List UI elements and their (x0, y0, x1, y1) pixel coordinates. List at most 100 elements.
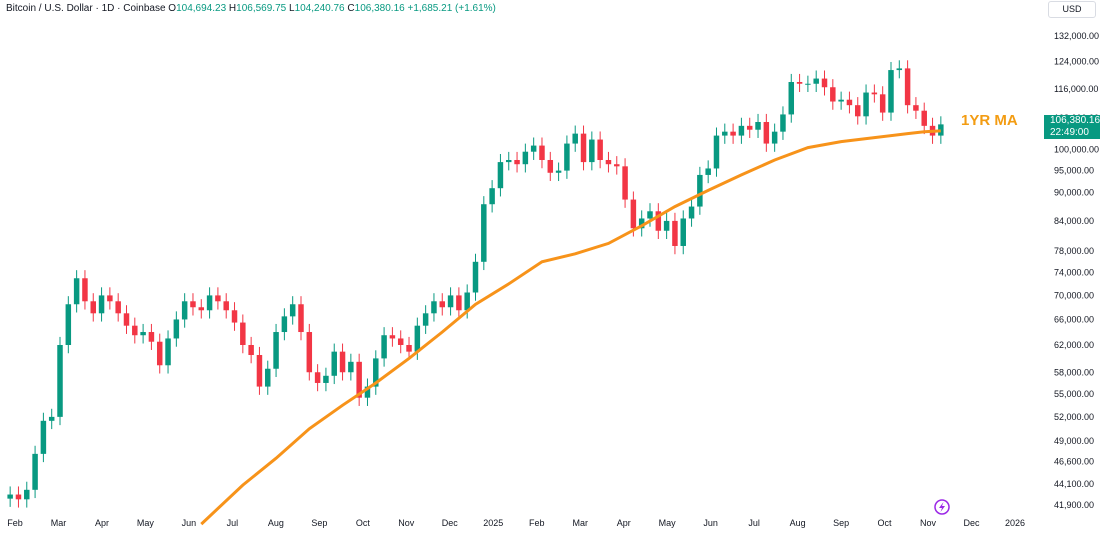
candle (564, 143, 570, 171)
candle (796, 82, 803, 84)
x-tick-label: Apr (95, 518, 109, 528)
candle (921, 110, 927, 126)
y-axis[interactable]: 132,000.00124,000.00116,000.00108,000.00… (1054, 31, 1099, 510)
y-tick-label: 58,000.00 (1054, 367, 1094, 377)
candle (439, 301, 446, 308)
x-axis[interactable]: Feb Mar Apr May Jun Jul Aug Sep Oct Nov Dec 2025 Feb… (7, 518, 1025, 528)
candle (40, 420, 47, 454)
candle (913, 105, 919, 111)
candle (240, 322, 246, 345)
candle (638, 218, 645, 229)
candle (755, 122, 761, 130)
x-tick-label: May (137, 518, 155, 528)
x-tick-label: Sep (311, 518, 327, 528)
candle (597, 139, 603, 160)
x-tick-label: Dec (964, 518, 981, 528)
symbol-label[interactable]: Bitcoin / U.S. Dollar · 1D · Coinbase (6, 3, 166, 14)
open-value: 104,694.23 (176, 3, 227, 14)
candle (580, 133, 587, 163)
candle (381, 335, 387, 359)
candle (871, 92, 878, 95)
y-tick-label: 49,000.00 (1054, 436, 1094, 446)
candle (855, 105, 861, 117)
x-tick-label: Oct (356, 518, 371, 528)
lightning-icon[interactable] (934, 499, 950, 515)
candle (256, 355, 263, 387)
candle (65, 304, 72, 345)
candle (472, 261, 479, 293)
x-tick-label: Jun (182, 518, 197, 528)
x-tick-label: 2026 (1005, 518, 1025, 528)
candle (90, 301, 96, 314)
y-tick-label: 78,000.00 (1054, 246, 1094, 256)
candle (339, 351, 346, 373)
candle (265, 368, 271, 387)
candlestick-series (7, 60, 944, 508)
x-tick-label: Apr (617, 518, 631, 528)
candle (464, 292, 470, 311)
y-tick-label: 44,100.00 (1054, 479, 1094, 489)
candle (48, 416, 55, 421)
candle (821, 78, 828, 88)
candle (215, 295, 221, 302)
candle (647, 211, 653, 219)
candle (730, 131, 736, 136)
candle (7, 494, 13, 499)
candle (630, 199, 637, 229)
candle (738, 125, 745, 136)
candle (622, 166, 628, 200)
candle (198, 307, 205, 311)
y-tick-label: 84,000.00 (1054, 216, 1094, 226)
y-tick-label: 66,000.00 (1054, 314, 1094, 324)
x-tick-label: Dec (442, 518, 459, 528)
candle (98, 295, 105, 314)
candle (422, 313, 429, 326)
candle (348, 361, 354, 373)
candle (298, 304, 304, 333)
candle (555, 170, 562, 173)
candle (248, 344, 254, 356)
candle (156, 341, 163, 366)
candle (289, 304, 296, 317)
candle (589, 139, 595, 163)
candle (771, 131, 778, 144)
candle (904, 68, 911, 106)
candle (655, 211, 662, 231)
candle (780, 114, 786, 132)
candle (938, 124, 944, 136)
x-tick-label: Feb (7, 518, 23, 528)
candle (273, 332, 279, 369)
y-tick-label: 52,000.00 (1054, 412, 1094, 422)
candle (447, 295, 454, 308)
candle (547, 159, 554, 173)
candle (190, 301, 196, 308)
x-tick-label: Jul (227, 518, 239, 528)
x-tick-label: Jul (748, 518, 760, 528)
candle (663, 220, 670, 231)
candle (331, 351, 337, 376)
candle (165, 338, 171, 366)
x-tick-label: Mar (51, 518, 67, 528)
candle (713, 135, 720, 169)
candle (514, 159, 520, 165)
candle (672, 220, 678, 246)
candle (115, 301, 121, 314)
candle (406, 344, 412, 352)
candle (879, 94, 886, 113)
x-tick-label: Mar (572, 518, 588, 528)
candle (863, 92, 869, 117)
candle (722, 131, 728, 136)
currency-button[interactable]: USD (1048, 1, 1096, 18)
last-price-value: 106,380.16 (1050, 115, 1100, 126)
ohlc-header: Bitcoin / U.S. Dollar · 1D · Coinbase O1… (6, 3, 496, 14)
candle (481, 204, 487, 262)
candle (148, 332, 155, 342)
y-tick-label: 46,600.00 (1054, 457, 1094, 467)
y-tick-label: 55,000.00 (1054, 389, 1094, 399)
candle (123, 313, 130, 326)
countdown-timer: 22:49:00 (1050, 127, 1089, 138)
y-tick-label: 100,000.00 (1054, 145, 1099, 155)
y-tick-label: 62,000.00 (1054, 340, 1094, 350)
candle (705, 168, 711, 175)
